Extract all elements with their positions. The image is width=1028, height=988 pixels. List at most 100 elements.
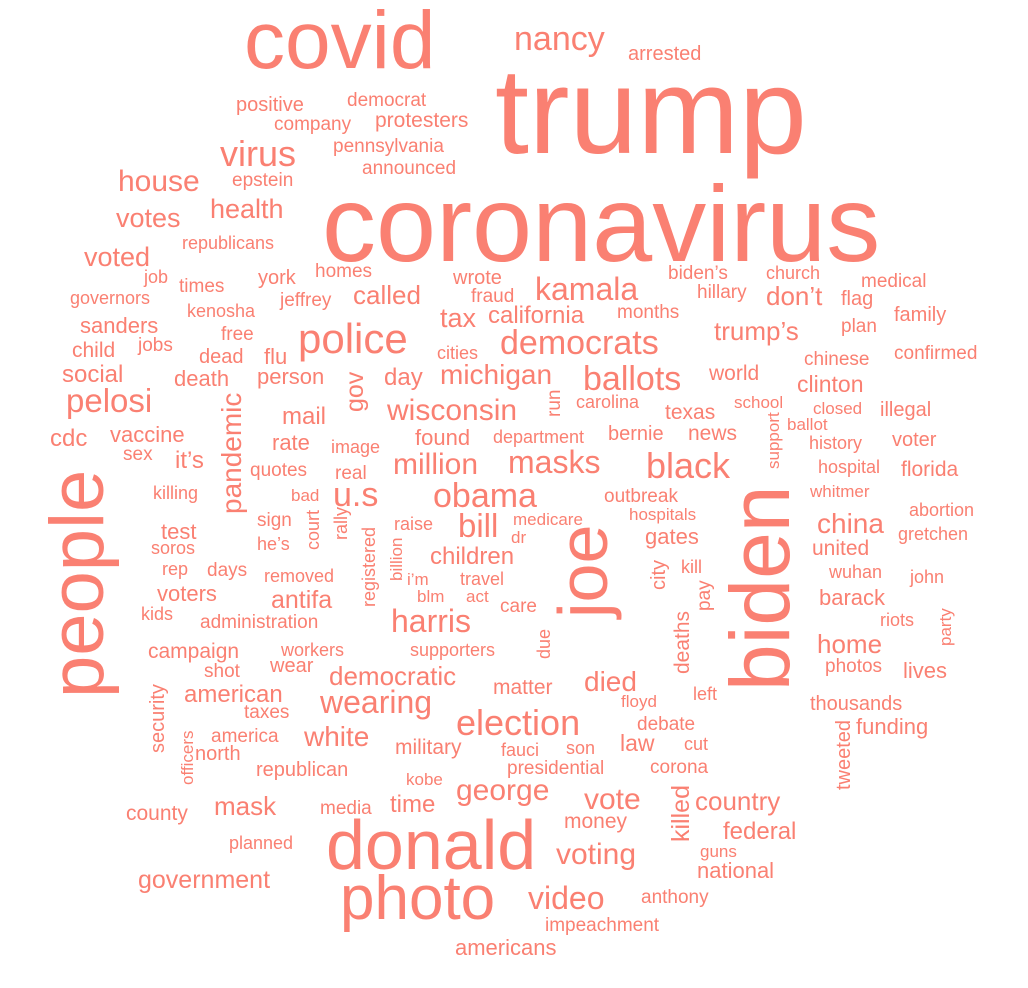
word-he-s: he’s: [257, 534, 290, 554]
word-days: days: [207, 560, 248, 581]
word-campaign: campaign: [148, 640, 240, 663]
word-tweeted: tweeted: [833, 719, 855, 790]
word-virus: virus: [220, 133, 297, 174]
word-wear: wear: [270, 655, 314, 677]
word-matter: matter: [493, 676, 553, 699]
word-wrote: wrote: [453, 267, 502, 289]
word-family: family: [894, 304, 947, 326]
word-child: child: [72, 339, 116, 362]
word-rate: rate: [272, 430, 310, 455]
word-republicans: republicans: [182, 233, 275, 253]
word-soros: soros: [151, 538, 196, 558]
word-billion: billion: [387, 537, 406, 581]
word-harris: harris: [391, 603, 472, 639]
word-nancy: nancy: [514, 20, 605, 58]
word-flu: flu: [264, 344, 288, 369]
word-voters: voters: [157, 581, 217, 606]
word-left: left: [693, 684, 718, 704]
word-whitmer: whitmer: [810, 482, 870, 501]
word-floyd: floyd: [621, 692, 657, 711]
word-kids: kids: [141, 604, 174, 624]
word-pay: pay: [694, 580, 715, 611]
word-act: act: [466, 587, 489, 606]
word-black: black: [646, 445, 731, 486]
word-democrat: democrat: [347, 90, 427, 111]
word-million: million: [393, 448, 479, 481]
word-impeachment: impeachment: [545, 915, 660, 936]
word-run: run: [544, 389, 565, 417]
word-announced: announced: [362, 158, 457, 179]
word-video: video: [528, 880, 605, 916]
word-photos: photos: [825, 656, 883, 677]
word-government: government: [138, 866, 271, 894]
word-sex: sex: [123, 444, 153, 465]
word-american: american: [184, 681, 283, 708]
word-news: news: [688, 422, 738, 445]
word-plan: plan: [841, 316, 877, 337]
word-court: court: [303, 509, 323, 550]
word-vaccine: vaccine: [110, 422, 185, 447]
word-supporters: supporters: [410, 640, 496, 660]
word-free: free: [221, 324, 254, 345]
word-deaths: deaths: [671, 610, 694, 674]
word-homes: homes: [315, 261, 373, 282]
word-lives: lives: [903, 658, 948, 683]
word-due: due: [534, 628, 554, 659]
word-white: white: [304, 721, 370, 752]
word-killed: killed: [667, 785, 695, 842]
word-quotes: quotes: [250, 460, 308, 481]
word-biden-s: biden’s: [668, 263, 728, 284]
word-trump-s: trump’s: [714, 316, 799, 346]
word-city: city: [648, 560, 670, 590]
word-rep: rep: [162, 559, 189, 579]
word-rally: rally: [331, 506, 351, 540]
word-anthony: anthony: [641, 887, 709, 908]
word-removed: removed: [264, 566, 335, 586]
word-abortion: abortion: [909, 500, 975, 520]
word-joe: joe: [544, 524, 622, 618]
word-cdc: cdc: [50, 425, 88, 452]
word-security: security: [147, 684, 169, 753]
word-mask: mask: [214, 791, 277, 821]
word-bill: bill: [458, 507, 499, 544]
word-church: church: [766, 263, 821, 283]
word-company: company: [274, 114, 352, 135]
word-county: county: [126, 802, 188, 825]
word-care: care: [500, 596, 537, 617]
word-bad: bad: [291, 486, 320, 505]
word-texas: texas: [665, 401, 716, 424]
word-image: image: [331, 437, 381, 457]
word-chinese: chinese: [804, 349, 870, 370]
word-workers: workers: [281, 640, 345, 660]
word-republican: republican: [256, 759, 349, 781]
word-health: health: [210, 194, 284, 224]
word-florida: florida: [901, 458, 959, 481]
word-day: day: [384, 364, 423, 391]
word-biden: biden: [713, 485, 807, 691]
word-home: home: [817, 629, 883, 659]
word-funding: funding: [856, 714, 929, 739]
word-voting: voting: [556, 838, 637, 871]
word-wisconsin: wisconsin: [387, 394, 518, 427]
word-found: found: [415, 425, 471, 450]
word-antifa: antifa: [271, 586, 333, 614]
word-administration: administration: [200, 612, 319, 633]
word-guns: guns: [700, 842, 737, 861]
word-mail: mail: [282, 403, 327, 430]
word-test: test: [161, 519, 197, 544]
word-california: california: [488, 302, 585, 329]
word-united: united: [812, 537, 870, 560]
word-shot: shot: [204, 661, 240, 682]
word-people: people: [35, 469, 120, 698]
word-children: children: [430, 543, 515, 570]
word-outbreak: outbreak: [604, 486, 678, 507]
word-america: america: [211, 726, 279, 747]
word-votes: votes: [116, 203, 181, 233]
word-death: death: [174, 366, 230, 391]
word-jobs: jobs: [138, 335, 173, 356]
word-hillary: hillary: [697, 282, 747, 303]
word-killing: killing: [153, 483, 199, 503]
word-closed: closed: [813, 399, 863, 418]
word-real: real: [335, 463, 367, 484]
